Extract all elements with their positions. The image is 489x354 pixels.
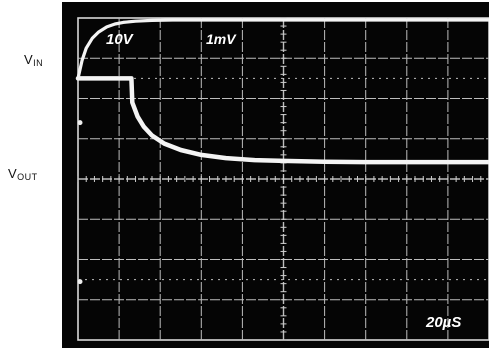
- baseline-marker-1: [77, 120, 83, 126]
- trace-line-2: [75, 76, 489, 165]
- channel2-scale-label: 1mV: [206, 31, 237, 47]
- baseline-marker-2: [77, 279, 83, 285]
- vin-label: VIN: [24, 52, 44, 68]
- screen-background: [62, 2, 489, 348]
- trace-line-1: [76, 18, 489, 80]
- channel1-scale-label: 10V: [106, 31, 135, 48]
- graticule-grid: [77, 17, 489, 341]
- timebase-label: 20µS: [425, 314, 461, 331]
- vout-label: VOUT: [8, 166, 38, 182]
- trace-group: [75, 18, 489, 165]
